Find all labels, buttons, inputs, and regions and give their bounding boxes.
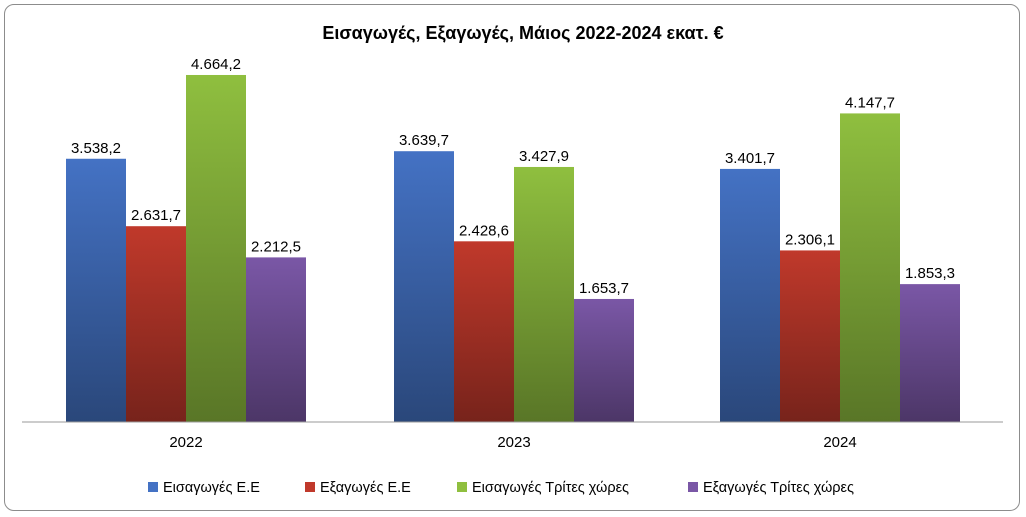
legend-swatch bbox=[457, 482, 467, 492]
bar-2023-series-1 bbox=[394, 151, 454, 423]
legend-swatch bbox=[688, 482, 698, 492]
bar-2022-series-1 bbox=[66, 158, 126, 422]
data-label: 3.538,2 bbox=[71, 140, 121, 157]
bar-2024-series-3 bbox=[840, 113, 900, 422]
data-label: 3.427,9 bbox=[519, 148, 569, 165]
data-label: 1.653,7 bbox=[579, 280, 629, 297]
bar-2023-series-3 bbox=[514, 166, 574, 422]
data-label: 4.664,2 bbox=[191, 56, 241, 73]
chart-frame: Εισαγωγές, Εξαγωγές, Μάιος 2022-2024 εκα… bbox=[4, 4, 1020, 511]
legend-item: Εισαγωγές Ε.Ε bbox=[148, 480, 260, 496]
legend-label: Εξαγωγές Ε.Ε bbox=[320, 480, 411, 496]
data-label: 3.639,7 bbox=[399, 132, 449, 149]
legend-item: Εξαγωγές Τρίτες χώρες bbox=[688, 480, 854, 496]
legend-label: Εξαγωγές Τρίτες χώρες bbox=[703, 480, 854, 496]
data-label: 3.401,7 bbox=[725, 150, 775, 167]
data-label: 1.853,3 bbox=[905, 265, 955, 282]
legend-label: Εισαγωγές Τρίτες χώρες bbox=[472, 480, 629, 496]
bar-2022-series-3 bbox=[186, 74, 246, 422]
bar-2023-series-4 bbox=[574, 298, 634, 422]
bar-chart: Εισαγωγές, Εξαγωγές, Μάιος 2022-2024 εκα… bbox=[22, 23, 1003, 496]
x-tick-label: 2023 bbox=[497, 434, 530, 451]
data-label: 2.631,7 bbox=[131, 207, 181, 224]
data-label: 4.147,7 bbox=[845, 94, 895, 111]
legend-label: Εισαγωγές Ε.Ε bbox=[163, 480, 260, 496]
bar-2022-series-4 bbox=[246, 257, 306, 422]
legend-swatch bbox=[148, 482, 158, 492]
legend: Εισαγωγές Ε.Ε Εξαγωγές Ε.Ε Εισαγωγές Τρίτε… bbox=[148, 480, 854, 496]
data-label: 2.306,1 bbox=[785, 231, 835, 248]
bar-2024-series-1 bbox=[720, 168, 780, 422]
bar-2024-series-4 bbox=[900, 284, 960, 422]
legend-swatch bbox=[305, 482, 315, 492]
x-tick-label: 2022 bbox=[169, 434, 202, 451]
data-label: 2.428,6 bbox=[459, 222, 509, 239]
data-label: 2.212,5 bbox=[251, 238, 301, 255]
bar-2023-series-2 bbox=[454, 241, 514, 422]
chart-title: Εισαγωγές, Εξαγωγές, Μάιος 2022-2024 εκα… bbox=[322, 23, 723, 44]
x-tick-label: 2024 bbox=[823, 434, 856, 451]
legend-item: Εξαγωγές Ε.Ε bbox=[305, 480, 411, 496]
bar-2022-series-2 bbox=[126, 226, 186, 422]
bars-layer bbox=[66, 74, 960, 423]
legend-item: Εισαγωγές Τρίτες χώρες bbox=[457, 480, 629, 496]
data-labels: 3.538,2 3.639,7 3.401,7 2.631,7 2.428,6 2.306… bbox=[71, 56, 955, 297]
bar-2024-series-2 bbox=[780, 250, 840, 422]
x-tick-labels: 2022 2023 2024 bbox=[169, 434, 856, 451]
